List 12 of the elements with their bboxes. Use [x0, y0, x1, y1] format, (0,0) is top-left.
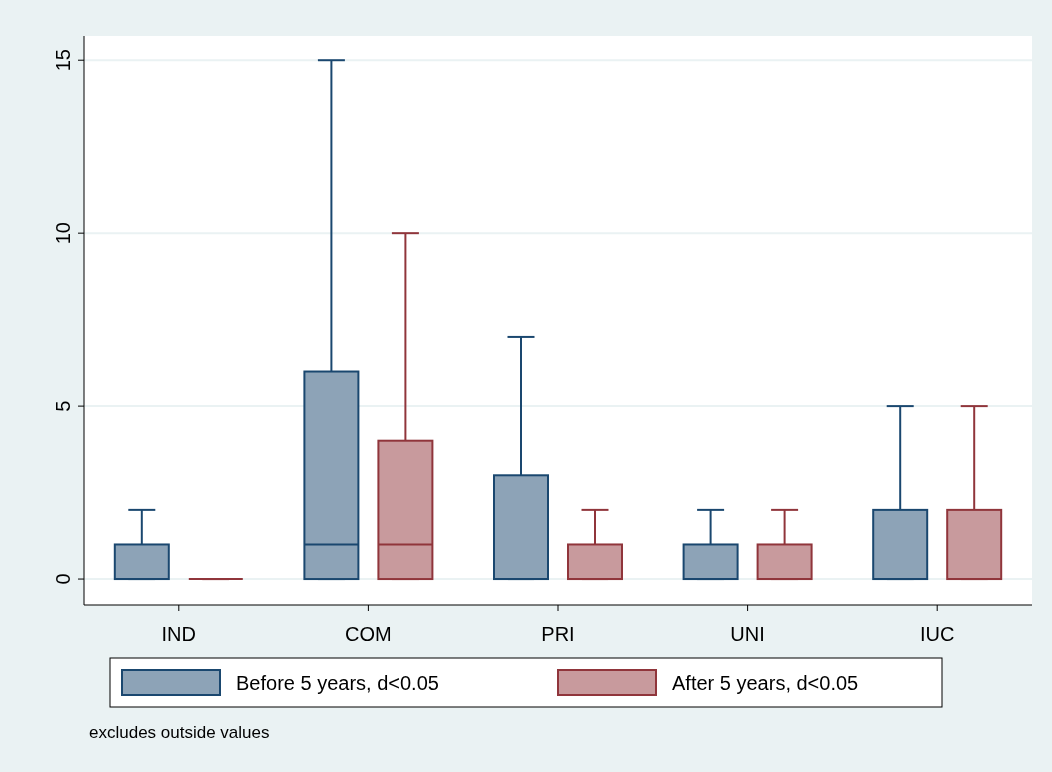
x-tick-label: IUC [919, 623, 955, 645]
legend-label: Before 5 years, d<0.05 [236, 672, 439, 694]
y-tick-label: 0 [52, 573, 74, 585]
x-tick-label: COM [345, 623, 392, 645]
y-tick-label: 15 [52, 49, 74, 72]
y-tick-label: 10 [52, 222, 74, 245]
y-tick-label: 5 [52, 400, 74, 412]
text: excludes outside values [89, 723, 270, 742]
x-tick-label: IND [161, 623, 197, 645]
x-tick-label: PRI [541, 623, 575, 645]
x-tick-label: UNI [730, 623, 765, 645]
legend-label: After 5 years, d<0.05 [672, 672, 859, 694]
